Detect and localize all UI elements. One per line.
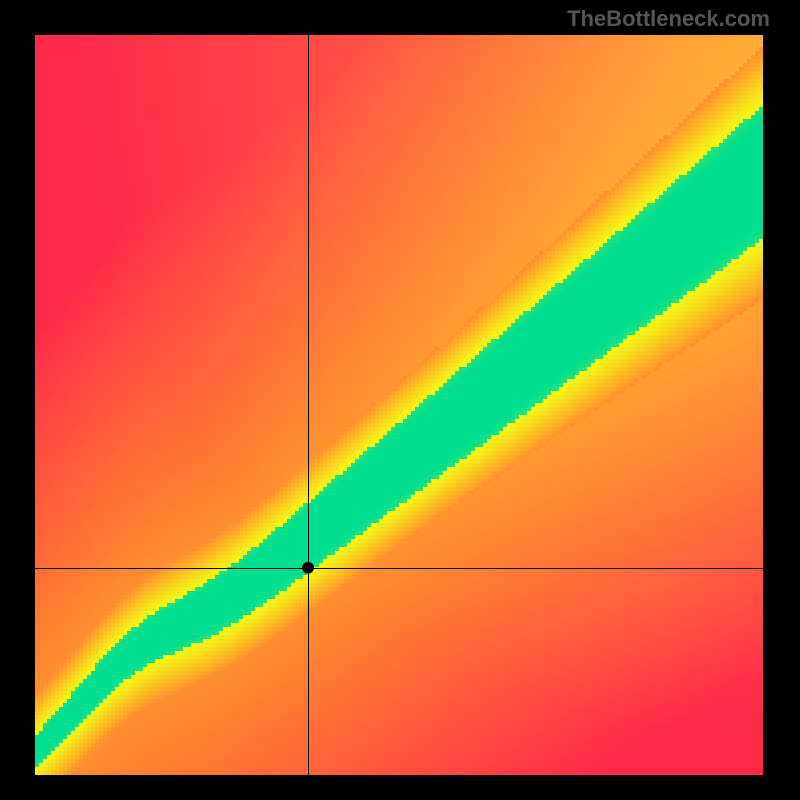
chart-container: TheBottleneck.com <box>0 0 800 800</box>
watermark-text: TheBottleneck.com <box>567 6 770 32</box>
heatmap-canvas <box>0 0 800 800</box>
